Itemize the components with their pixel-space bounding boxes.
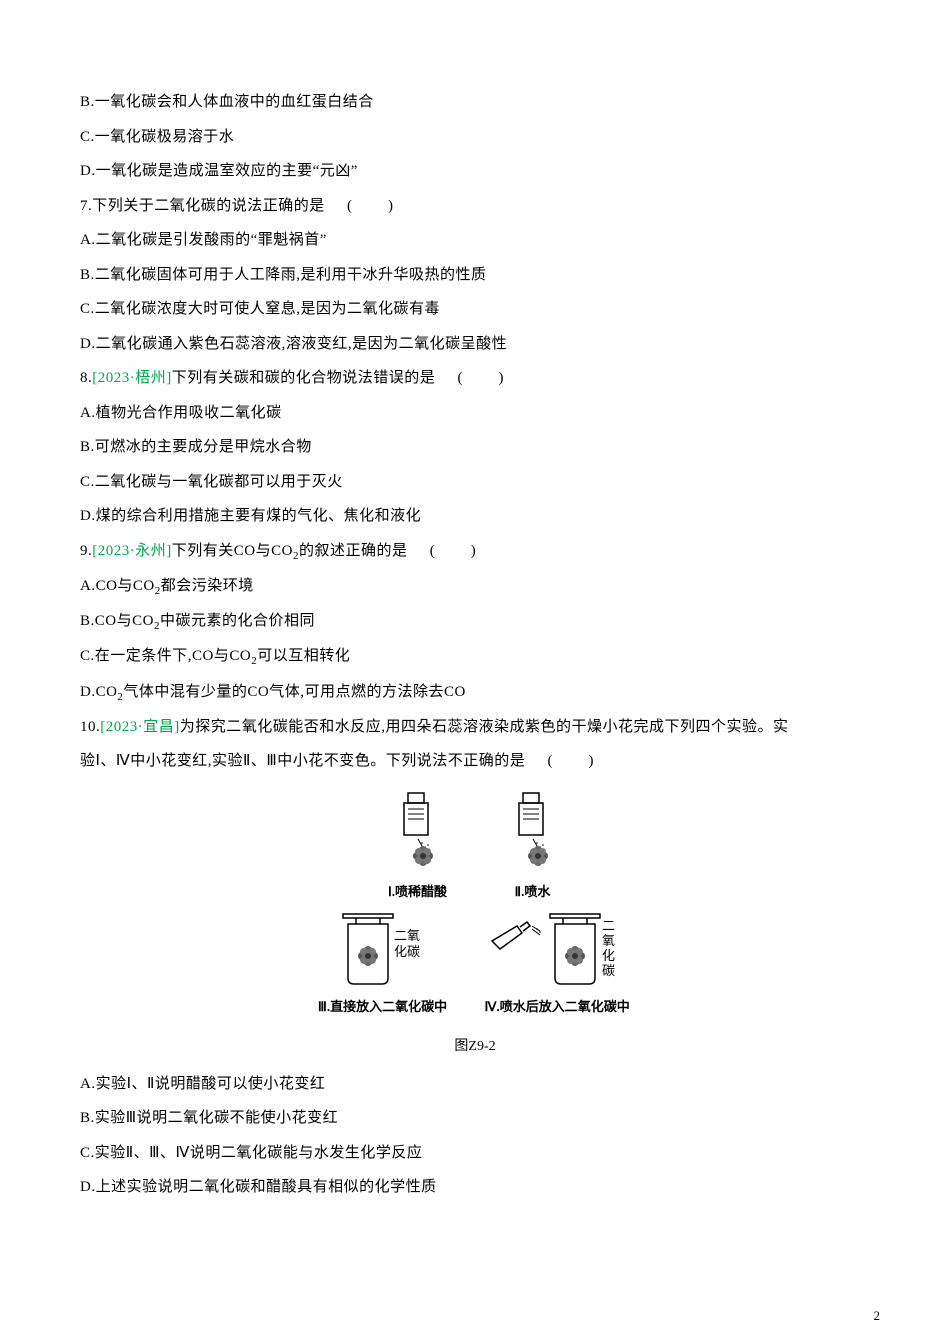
jar-label-line2: 化碳: [394, 944, 420, 959]
q9c-1: C.在一定条件下,CO与CO: [80, 648, 251, 664]
figure-main-caption: 图Z9-2: [80, 1035, 870, 1055]
figure-row-1: Ⅰ.喷稀醋酸: [80, 791, 870, 900]
q9-post-2: 的叙述正确的是: [299, 543, 408, 559]
fig-item-4: 二 氧 化 碳 Ⅳ.喷水后放入二氧化碳中: [482, 906, 632, 1015]
q10-option-b: B.实验Ⅲ说明二氧化碳不能使小花变红: [80, 1101, 870, 1136]
q9d-1: D.CO: [80, 684, 117, 700]
q10-option-c: C.实验Ⅱ、Ⅲ、Ⅳ说明二氧化碳能与水发生化学反应: [80, 1136, 870, 1171]
q9-option-a: A.CO与CO2都会污染环境: [80, 569, 870, 604]
q10-option-a: A.实验Ⅰ、Ⅱ说明醋酸可以使小花变红: [80, 1067, 870, 1102]
q9a-2: 都会污染环境: [161, 578, 254, 594]
q10-post: 为探究二氧化碳能否和水反应,用四朵石蕊溶液染成紫色的干燥小花完成下列四个实验。实: [180, 719, 789, 735]
page-number: 2: [874, 1308, 881, 1324]
spray-flower-icon-1: [378, 791, 458, 876]
q7-option-c: C.二氧化碳浓度大时可使人窒息,是因为二氧化碳有毒: [80, 292, 870, 327]
q9-source: [2023·永州]: [92, 543, 172, 559]
fig-caption-3: Ⅲ.直接放入二氧化碳中: [318, 996, 447, 1015]
q9-option-d: D.CO2气体中混有少量的CO气体,可用点燃的方法除去CO: [80, 675, 870, 710]
q7-option-a: A.二氧化碳是引发酸雨的“罪魁祸首”: [80, 223, 870, 258]
q8-option-c: C.二氧化碳与一氧化碳都可以用于灭火: [80, 465, 870, 500]
fig-item-3: 二氧 化碳 Ⅲ.直接放入二氧化碳中: [318, 906, 447, 1015]
fig-caption-4: Ⅳ.喷水后放入二氧化碳中: [484, 996, 629, 1015]
q9-blank: ( ): [430, 543, 478, 559]
q10-cont: 验Ⅰ、Ⅳ中小花变红,实验Ⅱ、Ⅲ中小花不变色。下列说法不正确的是: [80, 753, 525, 769]
q8-blank: ( ): [458, 370, 506, 386]
q10-blank: ( ): [548, 753, 596, 769]
q8-pre: 8.: [80, 370, 92, 386]
q9-post-1: 下列有关CO与CO: [172, 543, 293, 559]
q9-option-b: B.CO与CO2中碳元素的化合价相同: [80, 604, 870, 639]
jar-label-v4: 碳: [602, 963, 615, 978]
q8-option-d: D.煤的综合利用措施主要有煤的气化、焦化和液化: [80, 499, 870, 534]
q9c-2: 可以互相转化: [257, 648, 350, 664]
q8-source: [2023·梧州]: [92, 370, 172, 386]
q9b-2: 中碳元素的化合价相同: [160, 613, 315, 629]
q7-option-d: D.二氧化碳通入紫色石蕊溶液,溶液变红,是因为二氧化碳呈酸性: [80, 327, 870, 362]
q9-pre: 9.: [80, 543, 92, 559]
option-c: C.一氧化碳极易溶于水: [80, 120, 870, 155]
question-10-cont: 验Ⅰ、Ⅳ中小花变红,实验Ⅱ、Ⅲ中小花不变色。下列说法不正确的是 ( ): [80, 744, 870, 779]
fig-caption-1: Ⅰ.喷稀醋酸: [388, 881, 447, 900]
q10-source: [2023·宜昌]: [100, 719, 180, 735]
jar-spray-flower-icon: 二 氧 化 碳: [482, 906, 632, 991]
question-7: 7.下列关于二氧化碳的说法正确的是 ( ): [80, 189, 870, 224]
q8-option-a: A.植物光合作用吸收二氧化碳: [80, 396, 870, 431]
q9a-1: A.CO与CO: [80, 578, 155, 594]
q7-text: 7.下列关于二氧化碳的说法正确的是: [80, 198, 325, 214]
q7-option-b: B.二氧化碳固体可用于人工降雨,是利用干冰升华吸热的性质: [80, 258, 870, 293]
fig-item-2: Ⅱ.喷水: [493, 791, 573, 900]
question-9: 9.[2023·永州]下列有关CO与CO2的叙述正确的是 ( ): [80, 534, 870, 569]
option-d: D.一氧化碳是造成温室效应的主要“元凶”: [80, 154, 870, 189]
jar-label-v3: 化: [602, 948, 615, 963]
q9-option-c: C.在一定条件下,CO与CO2可以互相转化: [80, 639, 870, 674]
figure-row-2: 二氧 化碳 Ⅲ.直接放入二氧化碳中: [80, 906, 870, 1015]
q7-blank: ( ): [347, 198, 395, 214]
jar-label-line1: 二氧: [394, 928, 420, 943]
q8-option-b: B.可燃冰的主要成分是甲烷水合物: [80, 430, 870, 465]
q10-pre: 10.: [80, 719, 100, 735]
option-b: B.一氧化碳会和人体血液中的血红蛋白结合: [80, 85, 870, 120]
jar-label-v1: 二: [602, 918, 615, 933]
jar-flower-icon-1: 二氧 化碳: [328, 906, 438, 991]
question-8: 8.[2023·梧州]下列有关碳和碳的化合物说法错误的是 ( ): [80, 361, 870, 396]
q9d-2: 气体中混有少量的CO气体,可用点燃的方法除去CO: [123, 684, 465, 700]
fig-caption-2: Ⅱ.喷水: [515, 881, 551, 900]
q10-option-d: D.上述实验说明二氧化碳和醋酸具有相似的化学性质: [80, 1170, 870, 1205]
spray-flower-icon-2: [493, 791, 573, 876]
question-10: 10.[2023·宜昌]为探究二氧化碳能否和水反应,用四朵石蕊溶液染成紫色的干燥…: [80, 710, 870, 745]
q8-post: 下列有关碳和碳的化合物说法错误的是: [172, 370, 436, 386]
jar-label-v2: 氧: [602, 933, 615, 948]
q9b-1: B.CO与CO: [80, 613, 154, 629]
figure-z9-2: Ⅰ.喷稀醋酸: [80, 791, 870, 1055]
fig-item-1: Ⅰ.喷稀醋酸: [378, 791, 458, 900]
